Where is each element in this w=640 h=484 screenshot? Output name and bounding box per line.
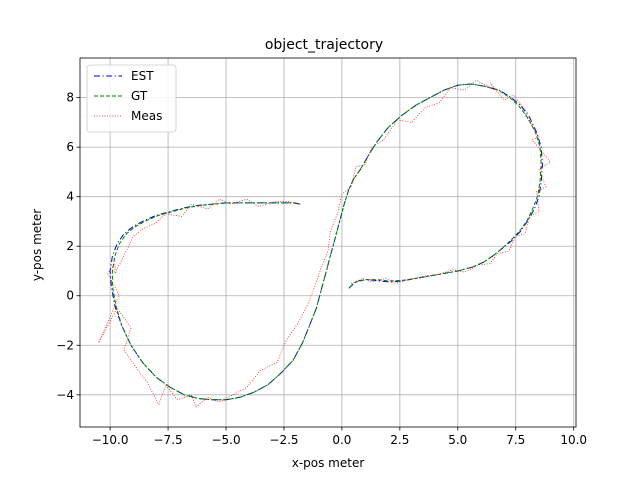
x-tick-label: 7.5 xyxy=(506,433,525,447)
y-tick-label: −2 xyxy=(56,338,74,352)
x-tick-label: −5.0 xyxy=(211,433,240,447)
x-tick-label: 0.0 xyxy=(332,433,351,447)
x-tick-label: 2.5 xyxy=(390,433,409,447)
legend-label-est: EST xyxy=(131,69,154,83)
y-tick-label: −4 xyxy=(56,388,74,402)
y-tick-label: 6 xyxy=(66,140,74,154)
x-tick-label: −7.5 xyxy=(154,433,183,447)
y-tick-label: 2 xyxy=(66,239,74,253)
legend-box xyxy=(86,64,177,133)
y-tick-label: 8 xyxy=(66,91,74,105)
series-line-meas xyxy=(98,79,552,408)
plot-area: −10.0 −7.5 −5.0 −2.5 0.0 2.5 5.0 7.5 10.0 −4 −2 0 2 4… xyxy=(56,57,587,447)
legend-label-meas: Meas xyxy=(131,109,162,123)
y-axis-label: y-pos meter xyxy=(30,209,44,281)
y-tick-label: 4 xyxy=(66,190,74,204)
series-line-gt xyxy=(111,83,542,401)
x-tick-label: −10.0 xyxy=(92,433,129,447)
axes-frame xyxy=(79,57,577,428)
x-tick-label: 5.0 xyxy=(448,433,467,447)
y-tick-label: 0 xyxy=(66,289,74,303)
x-tick-label: 10.0 xyxy=(560,433,587,447)
legend: EST GT Meas xyxy=(86,64,177,133)
chart-title: object_trajectory xyxy=(265,37,383,53)
x-tick-label: −2.5 xyxy=(269,433,298,447)
legend-label-gt: GT xyxy=(131,89,148,103)
x-axis-label: x-pos meter xyxy=(292,456,365,470)
